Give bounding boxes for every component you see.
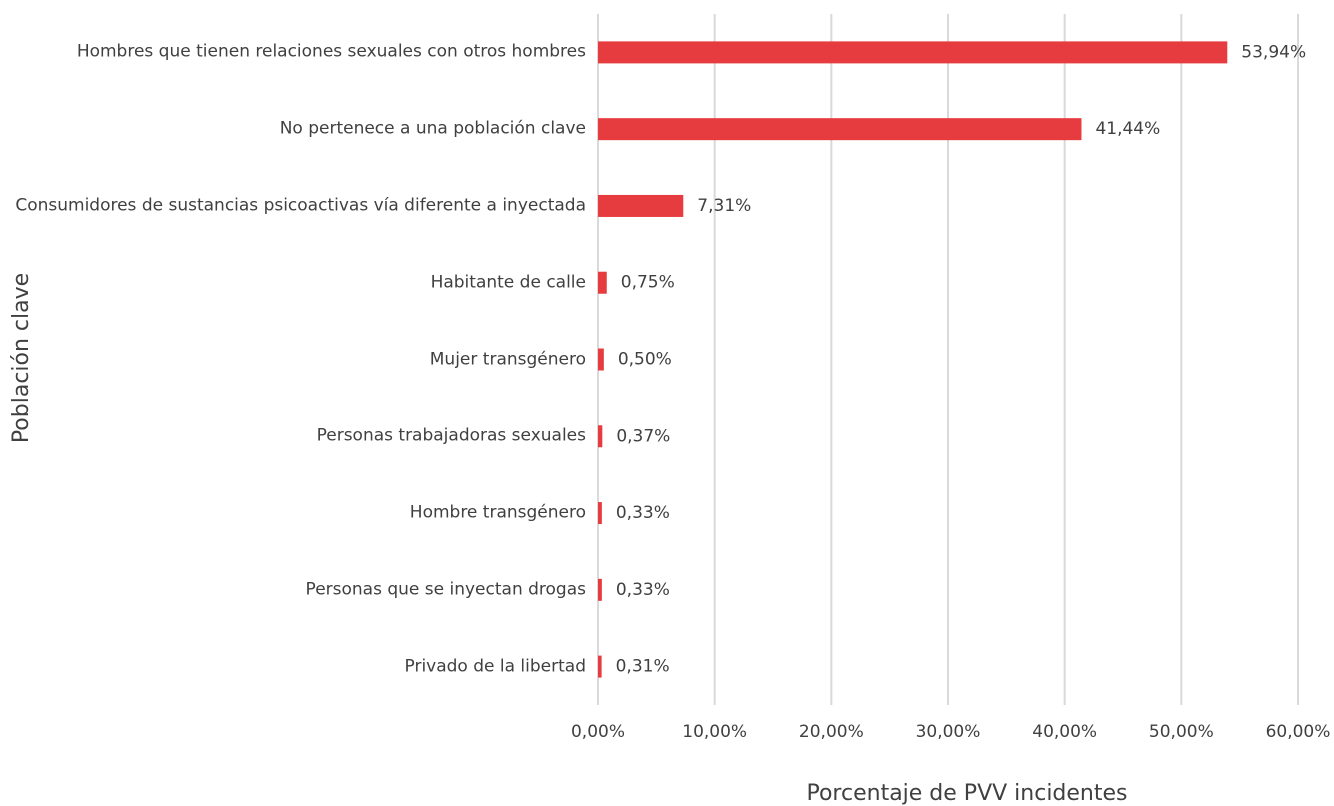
- value-label: 0,37%: [616, 426, 670, 446]
- value-label: 0,33%: [616, 503, 670, 523]
- value-label: 41,44%: [1095, 119, 1160, 139]
- bar: [598, 502, 602, 525]
- x-tick-label: 20,00%: [799, 722, 864, 742]
- y-axis-title: Población clave: [9, 273, 34, 443]
- value-label: 0,75%: [621, 273, 675, 293]
- y-tick-label: Hombres que tienen relaciones sexuales c…: [76, 41, 586, 62]
- bar: [598, 578, 602, 601]
- bar: [598, 425, 603, 448]
- value-label: 53,94%: [1241, 42, 1306, 62]
- y-tick-label: No pertenece a una población clave: [279, 118, 586, 139]
- value-label: 0,50%: [618, 350, 672, 370]
- value-label: 7,31%: [697, 196, 751, 216]
- y-tick-label: Personas trabajadoras sexuales: [316, 425, 586, 446]
- bar: [598, 348, 604, 371]
- bar: [598, 655, 602, 678]
- x-tick-label: 10,00%: [682, 722, 747, 742]
- bar: [598, 194, 684, 217]
- x-tick-label: 60,00%: [1266, 722, 1331, 742]
- y-tick-label: Habitante de calle: [430, 272, 586, 293]
- value-label: 0,31%: [616, 657, 670, 677]
- value-label: 0,33%: [616, 580, 670, 600]
- y-tick-label: Consumidores de sustancias psicoactivas …: [15, 195, 586, 216]
- x-axis-title: Porcentaje de PVV incidentes: [806, 781, 1127, 806]
- x-tick-label: 30,00%: [916, 722, 981, 742]
- x-tick-label: 0,00%: [571, 722, 625, 742]
- x-tick-label: 50,00%: [1149, 722, 1214, 742]
- bar: [598, 41, 1228, 64]
- y-tick-label: Mujer transgénero: [429, 349, 586, 369]
- x-tick-label: 40,00%: [1032, 722, 1097, 742]
- bar: [598, 271, 607, 294]
- bar: [598, 118, 1082, 141]
- y-tick-label: Privado de la libertad: [404, 656, 587, 677]
- y-tick-label: Personas que se inyectan drogas: [305, 579, 586, 600]
- y-tick-label: Hombre transgénero: [409, 502, 586, 523]
